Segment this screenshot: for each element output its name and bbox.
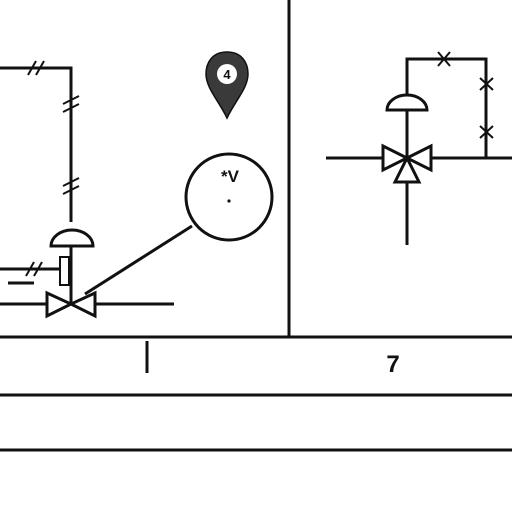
drawing-frame bbox=[0, 0, 512, 452]
signal-break-mark bbox=[33, 261, 43, 277]
location-pin-icon: 4 bbox=[205, 51, 249, 120]
signal-break-mark bbox=[27, 60, 37, 76]
right-three-way-valve bbox=[326, 51, 512, 245]
indicator-label: *V bbox=[221, 167, 240, 186]
signal-line-loop-right bbox=[405, 57, 488, 158]
signal-x-mark bbox=[437, 51, 451, 67]
signal-break-mark bbox=[62, 103, 80, 113]
indicator-dot bbox=[227, 199, 231, 203]
signal-x-mark bbox=[479, 77, 494, 91]
marker-label: 4 bbox=[223, 67, 231, 82]
globe-valve-icon bbox=[45, 290, 97, 319]
actuator-icon bbox=[49, 228, 95, 248]
signal-break-mark bbox=[62, 177, 80, 187]
positioner-box bbox=[59, 256, 70, 286]
three-way-valve-icon bbox=[381, 143, 433, 184]
cell-number-7: 7 bbox=[386, 351, 399, 378]
actuator-icon bbox=[385, 93, 429, 112]
indicator-bubble bbox=[184, 152, 274, 242]
indicator-leader-line bbox=[84, 224, 193, 296]
left-control-loop: *V 4 bbox=[0, 51, 274, 319]
signal-break-mark bbox=[62, 185, 80, 195]
signal-break-mark bbox=[25, 261, 35, 277]
signal-line-loop bbox=[0, 66, 73, 222]
signal-x-mark bbox=[479, 125, 494, 139]
signal-break-mark bbox=[62, 95, 80, 105]
signal-break-mark bbox=[35, 60, 45, 76]
